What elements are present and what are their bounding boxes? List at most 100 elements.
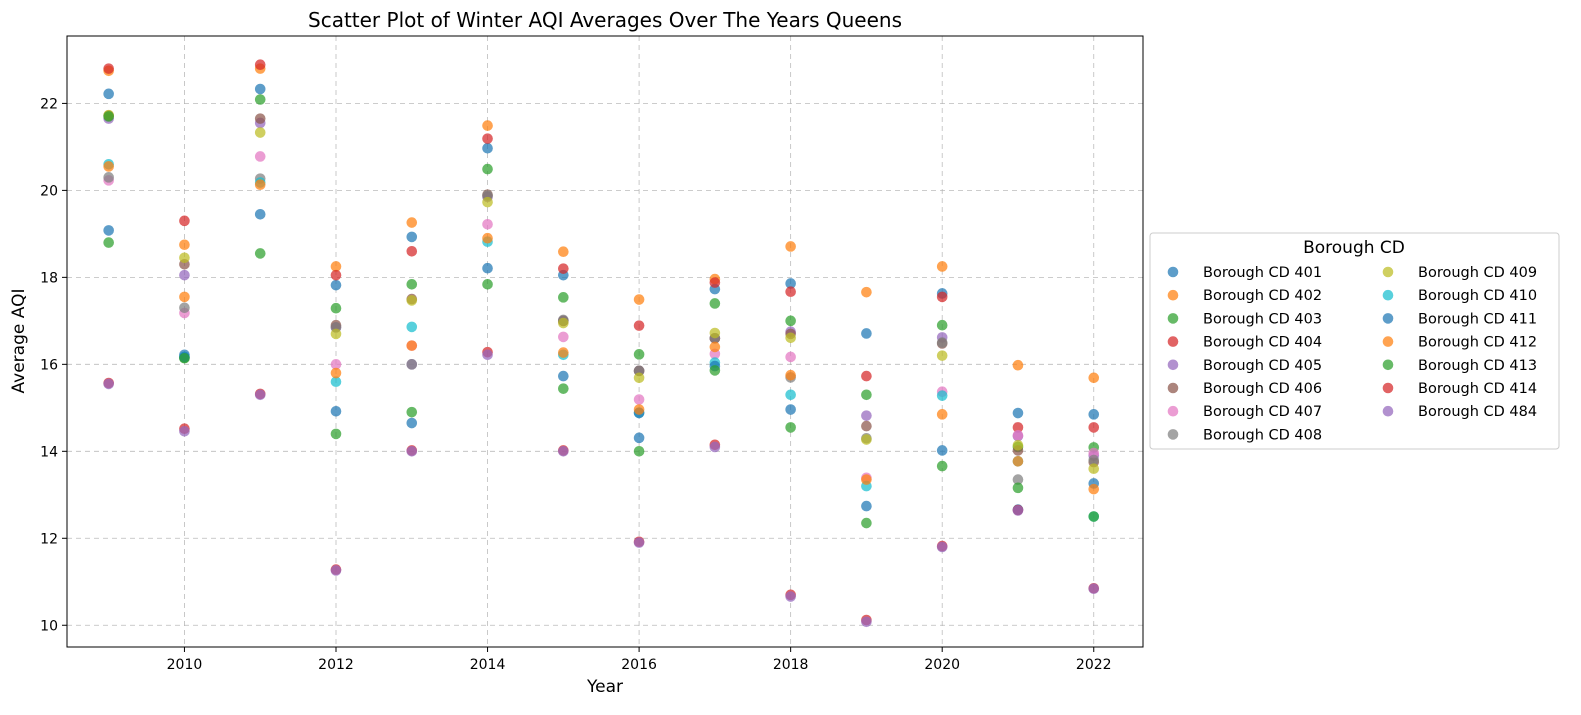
legend-marker — [1167, 359, 1179, 371]
series-borough-cd-411 — [103, 208, 1100, 515]
data-point — [709, 365, 721, 376]
data-point — [1088, 372, 1100, 384]
data-point — [861, 286, 872, 298]
series-borough-cd-484 — [103, 349, 1100, 628]
data-point — [482, 232, 493, 244]
y-tick-label: 18 — [40, 270, 58, 286]
data-point — [330, 269, 342, 281]
data-point — [936, 291, 948, 303]
data-point — [861, 420, 872, 432]
data-point — [482, 262, 493, 274]
data-point — [709, 327, 721, 339]
data-point — [1088, 409, 1100, 420]
y-tick-label: 12 — [40, 531, 58, 547]
data-point — [936, 350, 948, 361]
data-point — [406, 279, 418, 290]
legend-label: Borough CD 402 — [1203, 288, 1322, 304]
data-point — [1012, 482, 1024, 494]
legend-item: Borough CD 412 — [1382, 335, 1537, 351]
legend-item: Borough CD 410 — [1382, 288, 1537, 304]
data-point — [936, 390, 948, 401]
data-point — [330, 359, 342, 370]
legend-marker — [1382, 289, 1394, 301]
data-point — [406, 340, 418, 351]
legend-marker — [1167, 336, 1179, 347]
legend-label: Borough CD 407 — [1203, 404, 1322, 420]
data-point — [709, 277, 721, 288]
y-tick-label: 22 — [40, 96, 58, 112]
data-point — [1012, 359, 1024, 371]
data-point — [330, 405, 342, 417]
series-borough-cd-404 — [103, 59, 1100, 433]
data-point — [179, 302, 190, 314]
y-axis-label: Average AQI — [9, 289, 29, 394]
legend-item: Borough CD 401 — [1167, 265, 1322, 281]
series-borough-cd-405 — [103, 113, 1100, 461]
series-borough-cd-402 — [103, 63, 1100, 384]
data-point — [936, 445, 948, 456]
series-borough-cd-401 — [103, 83, 1100, 444]
legend-label: Borough CD 401 — [1203, 265, 1322, 281]
data-point — [1012, 456, 1024, 467]
data-point — [254, 59, 266, 71]
data-point — [103, 378, 114, 390]
data-point — [179, 215, 190, 227]
x-tick-label: 2012 — [318, 657, 354, 673]
data-point — [861, 500, 872, 512]
data-point — [633, 349, 645, 360]
legend-marker — [1382, 382, 1394, 394]
legend-marker — [1382, 266, 1394, 278]
legend-label: Borough CD 409 — [1418, 265, 1537, 281]
data-point — [936, 409, 948, 420]
legend-label: Borough CD 484 — [1418, 404, 1537, 420]
series-borough-cd-410 — [103, 158, 1100, 522]
data-point — [482, 163, 493, 175]
data-point — [179, 291, 190, 303]
series-borough-cd-414 — [103, 346, 1100, 626]
data-point — [785, 332, 796, 344]
legend-items: Borough CD 401 Borough CD 402 Borough CD 4… — [1167, 265, 1537, 443]
data-point — [103, 225, 114, 236]
x-tick-label: 2014 — [470, 657, 506, 673]
data-point — [330, 302, 342, 314]
legend-item: Borough CD 407 — [1167, 404, 1322, 420]
data-point — [103, 172, 114, 183]
y-tick-label: 16 — [40, 357, 58, 373]
data-point — [861, 328, 872, 339]
data-point — [633, 446, 645, 457]
data-point — [406, 359, 418, 370]
legend-marker — [1167, 313, 1179, 324]
legend-item: Borough CD 413 — [1382, 358, 1537, 374]
data-point — [330, 261, 342, 272]
legend-title: Borough CD — [1303, 238, 1405, 258]
data-point — [254, 83, 266, 95]
data-point — [330, 376, 342, 388]
data-point — [1088, 483, 1100, 495]
series-borough-cd-408 — [103, 172, 1100, 485]
data-point — [330, 367, 342, 379]
data-point — [709, 341, 721, 353]
legend-item: Borough CD 484 — [1382, 404, 1537, 420]
y-tick-label: 10 — [40, 618, 58, 634]
legend-marker — [1167, 429, 1179, 440]
legend-label: Borough CD 408 — [1203, 427, 1322, 443]
legend-box — [1149, 232, 1560, 450]
data-point — [558, 331, 569, 343]
data-point — [558, 263, 569, 274]
data-point — [633, 394, 645, 405]
axis-ticks-layer: 2010 2012 2014 2016 2018 2020 2022101214161820… — [40, 96, 1111, 673]
data-point — [785, 286, 796, 298]
legend-marker — [1167, 289, 1179, 301]
data-point — [482, 196, 493, 208]
data-point — [861, 370, 872, 382]
data-point — [785, 351, 796, 363]
data-point — [179, 239, 190, 251]
data-point — [406, 446, 418, 457]
data-point — [330, 279, 342, 291]
data-point — [633, 432, 645, 444]
legend-marker — [1382, 313, 1394, 324]
data-point — [254, 94, 266, 105]
data-point — [785, 422, 796, 433]
